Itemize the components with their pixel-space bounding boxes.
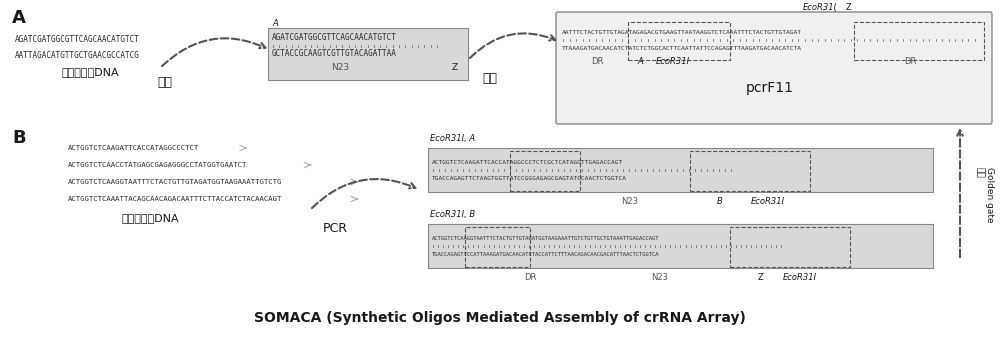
FancyBboxPatch shape	[556, 12, 992, 124]
Text: AGATCGATGGCGTTCAGCAACATGTCT: AGATCGATGGCGTTCAGCAACATGTCT	[15, 36, 140, 44]
Text: EcoR31I: EcoR31I	[751, 198, 785, 206]
Bar	[428, 148, 933, 192]
Text: ACTGGTCTCAAGATTCACCATAGGCCCTCTCGCTCATAGGTTGAGACCAGT: ACTGGTCTCAAGATTCACCATAGGCCCTCTCGCTCATAGG…	[432, 160, 623, 164]
Text: EcoR31I: EcoR31I	[803, 3, 837, 13]
Text: PCR: PCR	[322, 221, 348, 235]
Text: N23: N23	[622, 198, 639, 206]
Text: B: B	[12, 129, 26, 147]
Bar	[428, 224, 933, 268]
Text: 合成短单链DNA: 合成短单链DNA	[61, 67, 119, 77]
Text: SOMACA (Synthetic Oligos Mediated Assembly of crRNA Array): SOMACA (Synthetic Oligos Mediated Assemb…	[254, 311, 746, 325]
Text: Golden gate
组装: Golden gate 组装	[975, 167, 994, 223]
Text: EcoR31I: EcoR31I	[656, 58, 690, 66]
Bar	[268, 28, 468, 80]
Text: A: A	[272, 19, 278, 27]
Text: ACTGGTCTCAAATTACAGCAACAGACAATTTCTTACCATCTACAACAGT: ACTGGTCTCAAATTACAGCAACAGACAATTTCTTACCATC…	[68, 196, 282, 202]
Text: ACTGGTCTCAACCTATGAGCGAGAGGGCCTATGGTGAATCT: ACTGGTCTCAACCTATGAGCGAGAGGGCCTATGGTGAATC…	[68, 162, 247, 168]
Text: DR: DR	[524, 274, 536, 282]
Text: 连接: 连接	[482, 72, 498, 84]
Bar	[854, 22, 984, 60]
Bar	[510, 151, 580, 191]
Text: A: A	[637, 58, 643, 66]
Bar	[690, 151, 810, 191]
Text: ACTGGTCTCAAGGTAATTTCTACTGTTGTAGATGGTAAGAAATTGTCTGTTGCTGTAAATTGAGACCAGT: ACTGGTCTCAAGGTAATTTCTACTGTTGTAGATGGTAAGA…	[432, 236, 660, 240]
Text: DR: DR	[904, 58, 916, 66]
Text: TGACCAGAGTTCCATTAAAGATGACAACATCTACCATTCTTTAACAGACAACGACATTTAACTCTGGTCA: TGACCAGAGTTCCATTAAAGATGACAACATCTACCATTCT…	[432, 252, 660, 257]
Text: 退火: 退火	[158, 76, 173, 88]
Bar	[730, 227, 850, 267]
Text: ,: ,	[834, 3, 836, 13]
Text: 合成短单链DNA: 合成短单链DNA	[121, 213, 179, 223]
Text: EcoR31I, A: EcoR31I, A	[430, 134, 475, 142]
Bar	[465, 227, 530, 267]
Text: A: A	[12, 9, 26, 27]
Text: Z: Z	[452, 63, 458, 73]
Text: N23: N23	[652, 274, 668, 282]
Text: TGACCAGAGTTCTAAGTGGTTATCCGGGAGAGCGAGTATCCAACTCTGGTCA: TGACCAGAGTTCTAAGTGGTTATCCGGGAGAGCGAGTATC…	[432, 176, 627, 180]
Text: DR: DR	[591, 58, 603, 66]
Text: EcoR31I: EcoR31I	[783, 274, 817, 282]
Text: Z: Z	[845, 3, 851, 13]
Text: N23: N23	[331, 63, 349, 73]
Text: B: B	[717, 198, 723, 206]
Text: AATTTCTACTGTTGTAGATAGAGACGTGAAGTTAATAAGGTCTCAAATTTCTACTGTTGTAGAT: AATTTCTACTGTTGTAGATAGAGACGTGAAGTTAATAAGG…	[562, 29, 802, 35]
Text: ACTGGTCTCAAGATTCACCATAGGCCCTCT: ACTGGTCTCAAGATTCACCATAGGCCCTCT	[68, 145, 199, 151]
Text: TTAAAGATGACAACATCTATCTCTGGCACTTCAATTATTCCAGAGTTTAAGATGACAACATCTA: TTAAAGATGACAACATCTATCTCTGGCACTTCAATTATTC…	[562, 45, 802, 51]
Text: ACTGGTCTCAAGGTAATTTCTACTGTTGTAGATGGTAAGAAATTGTCTG: ACTGGTCTCAAGGTAATTTCTACTGTTGTAGATGGTAAGA…	[68, 179, 282, 185]
Text: pcrF11: pcrF11	[746, 81, 794, 95]
Text: AGATCGATGGCGTTCAGCAACATGTCT: AGATCGATGGCGTTCAGCAACATGTCT	[272, 34, 397, 42]
Bar	[628, 22, 730, 60]
Text: Z: Z	[757, 274, 763, 282]
Text: GCTACCGCAAGTCGTTGTACAGATTAA: GCTACCGCAAGTCGTTGTACAGATTAA	[272, 49, 397, 59]
Text: EcoR31I, B: EcoR31I, B	[430, 210, 475, 219]
Text: AATTAGACATGTTGCTGAACGCCATCG: AATTAGACATGTTGCTGAACGCCATCG	[15, 51, 140, 60]
